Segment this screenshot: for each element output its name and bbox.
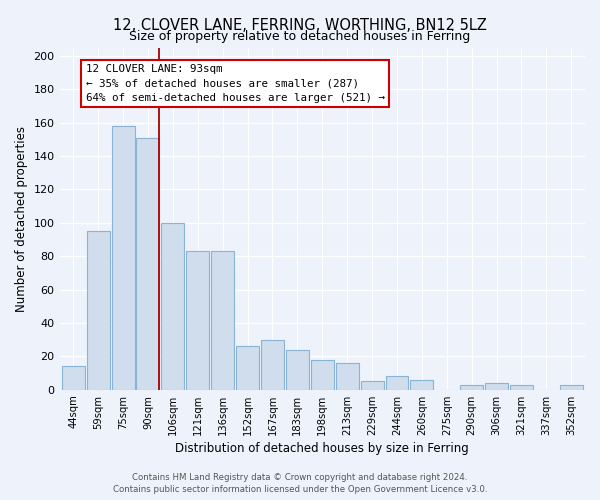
Bar: [410, 380, 433, 390]
Bar: [161, 223, 184, 390]
Bar: [311, 360, 334, 390]
Bar: [62, 366, 85, 390]
Bar: [386, 376, 409, 390]
Text: 12, CLOVER LANE, FERRING, WORTHING, BN12 5LZ: 12, CLOVER LANE, FERRING, WORTHING, BN12…: [113, 18, 487, 32]
Bar: [112, 126, 134, 390]
Bar: [236, 346, 259, 390]
Bar: [361, 382, 383, 390]
Bar: [485, 383, 508, 390]
Text: Contains HM Land Registry data © Crown copyright and database right 2024.
Contai: Contains HM Land Registry data © Crown c…: [113, 472, 487, 494]
Text: 12 CLOVER LANE: 93sqm
← 35% of detached houses are smaller (287)
64% of semi-det: 12 CLOVER LANE: 93sqm ← 35% of detached …: [86, 64, 385, 103]
X-axis label: Distribution of detached houses by size in Ferring: Distribution of detached houses by size …: [175, 442, 469, 455]
Bar: [136, 138, 160, 390]
Bar: [86, 231, 110, 390]
Bar: [460, 385, 483, 390]
Bar: [560, 385, 583, 390]
Bar: [261, 340, 284, 390]
Bar: [286, 350, 309, 390]
Bar: [336, 363, 359, 390]
Y-axis label: Number of detached properties: Number of detached properties: [15, 126, 28, 312]
Bar: [211, 251, 234, 390]
Text: Size of property relative to detached houses in Ferring: Size of property relative to detached ho…: [130, 30, 470, 43]
Bar: [186, 251, 209, 390]
Bar: [510, 385, 533, 390]
